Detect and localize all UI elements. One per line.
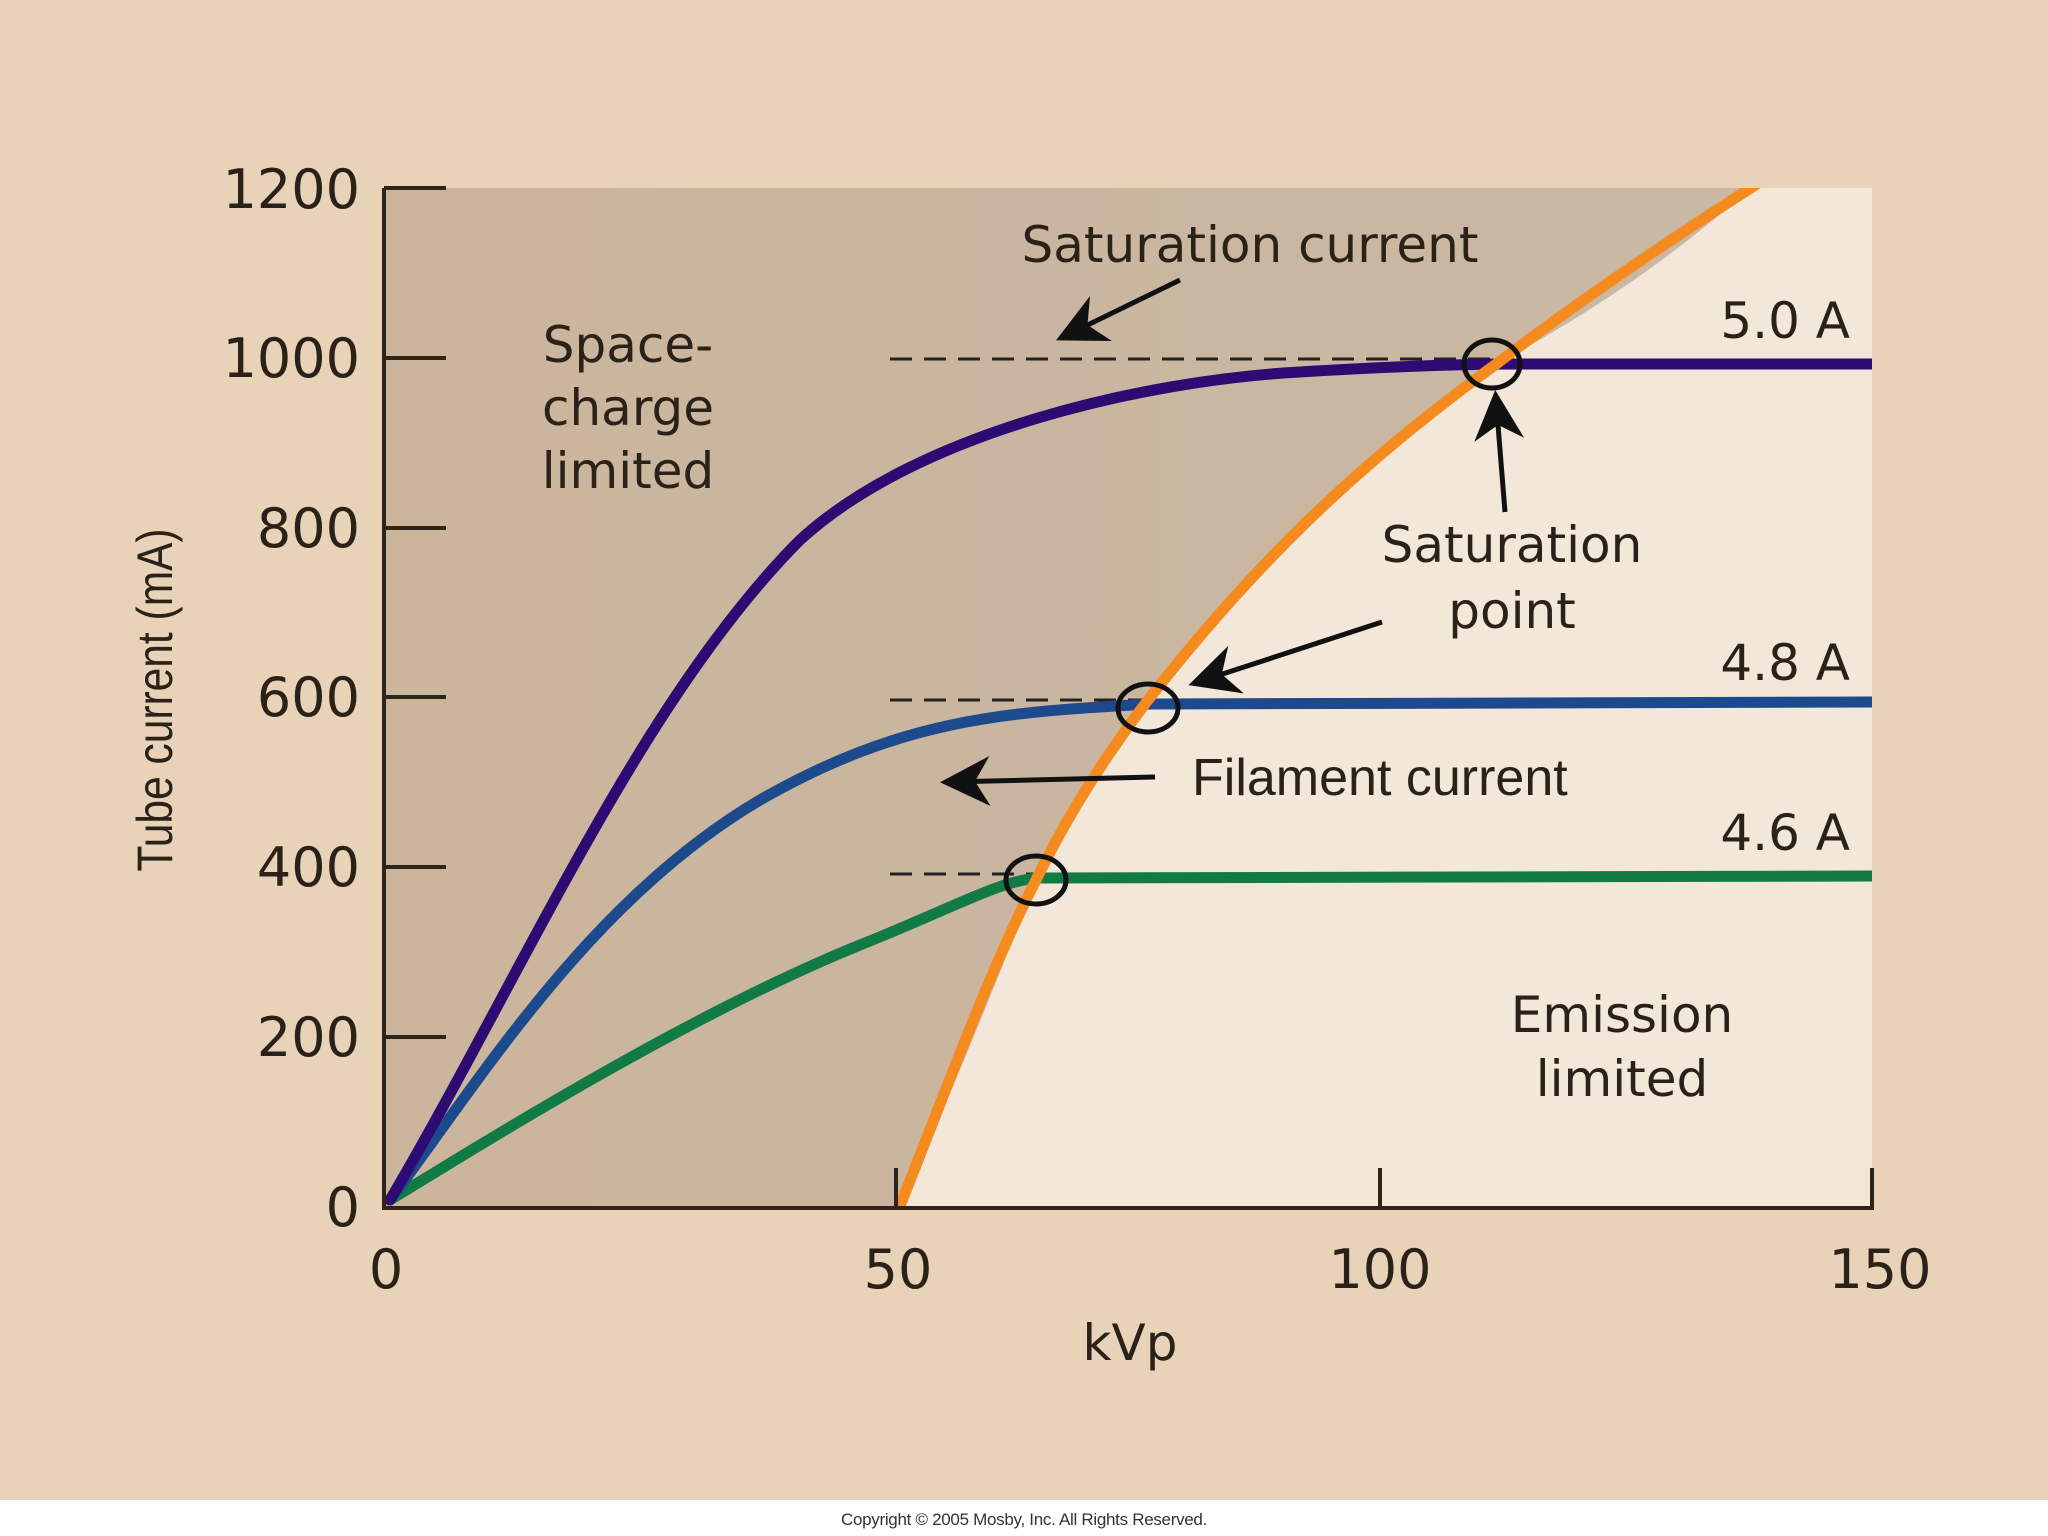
space-charge-label-line3: limited: [542, 442, 715, 500]
saturation-point-4-8A: [1115, 681, 1181, 735]
filament-current-label: Filament current: [1192, 749, 1568, 807]
filament-current-arrow: [940, 756, 1156, 807]
emission-limited-label-line2: limited: [1536, 1050, 1709, 1108]
x-tick-100: 100: [1328, 1238, 1431, 1301]
copyright-notice: Copyright © 2005 Mosby, Inc. All Rights …: [840, 1510, 1208, 1529]
series-label-5-0A: 5.0 A: [1720, 292, 1850, 350]
saturation-point-4-6A: [1003, 853, 1069, 907]
y-axis-label: Tube current (mA): [127, 528, 183, 871]
emission-limited-label-line1: Emission: [1511, 986, 1733, 1044]
space-charge-label-line1: Space-: [543, 316, 713, 374]
space-charge-label-line2: charge: [542, 379, 714, 437]
saturation-point-label-line1: Saturation: [1382, 516, 1643, 574]
y-tick-200: 200: [257, 1006, 360, 1069]
saturation-point-markers: [1003, 337, 1523, 907]
series-label-4-6A: 4.6 A: [1720, 804, 1850, 862]
x-tick-150: 150: [1828, 1238, 1931, 1301]
y-tick-1000: 1000: [223, 327, 360, 390]
curve-4-6A: [384, 870, 1872, 1206]
chart: 0 200 400 600 800 1000 1200 0 50 100 150…: [127, 158, 1932, 1372]
y-tick-600: 600: [257, 666, 360, 729]
axes: [382, 186, 1874, 1210]
saturation-point-arrow-up: [1474, 390, 1525, 513]
space-charge-region: [384, 188, 1750, 1206]
y-tick-0: 0: [326, 1176, 360, 1239]
x-axis-label: kVp: [1083, 1314, 1178, 1372]
saturation-point-arrow-left: [1188, 619, 1383, 694]
y-tick-400: 400: [257, 836, 360, 899]
saturation-current-arrow: [1056, 277, 1182, 341]
y-tick-1200: 1200: [223, 158, 360, 221]
y-tick-800: 800: [257, 497, 360, 560]
series-label-4-8A: 4.8 A: [1720, 634, 1850, 692]
curve-5-0A: [384, 358, 1872, 1206]
x-tick-50: 50: [864, 1238, 933, 1301]
saturation-curve: [894, 188, 1761, 1206]
x-tick-0: 0: [369, 1238, 403, 1301]
saturation-point-label-line2: point: [1448, 582, 1576, 640]
curve-4-8A: [384, 696, 1872, 1206]
saturation-current-label: Saturation current: [1022, 216, 1479, 274]
saturation-point-5-0A: [1461, 337, 1523, 391]
